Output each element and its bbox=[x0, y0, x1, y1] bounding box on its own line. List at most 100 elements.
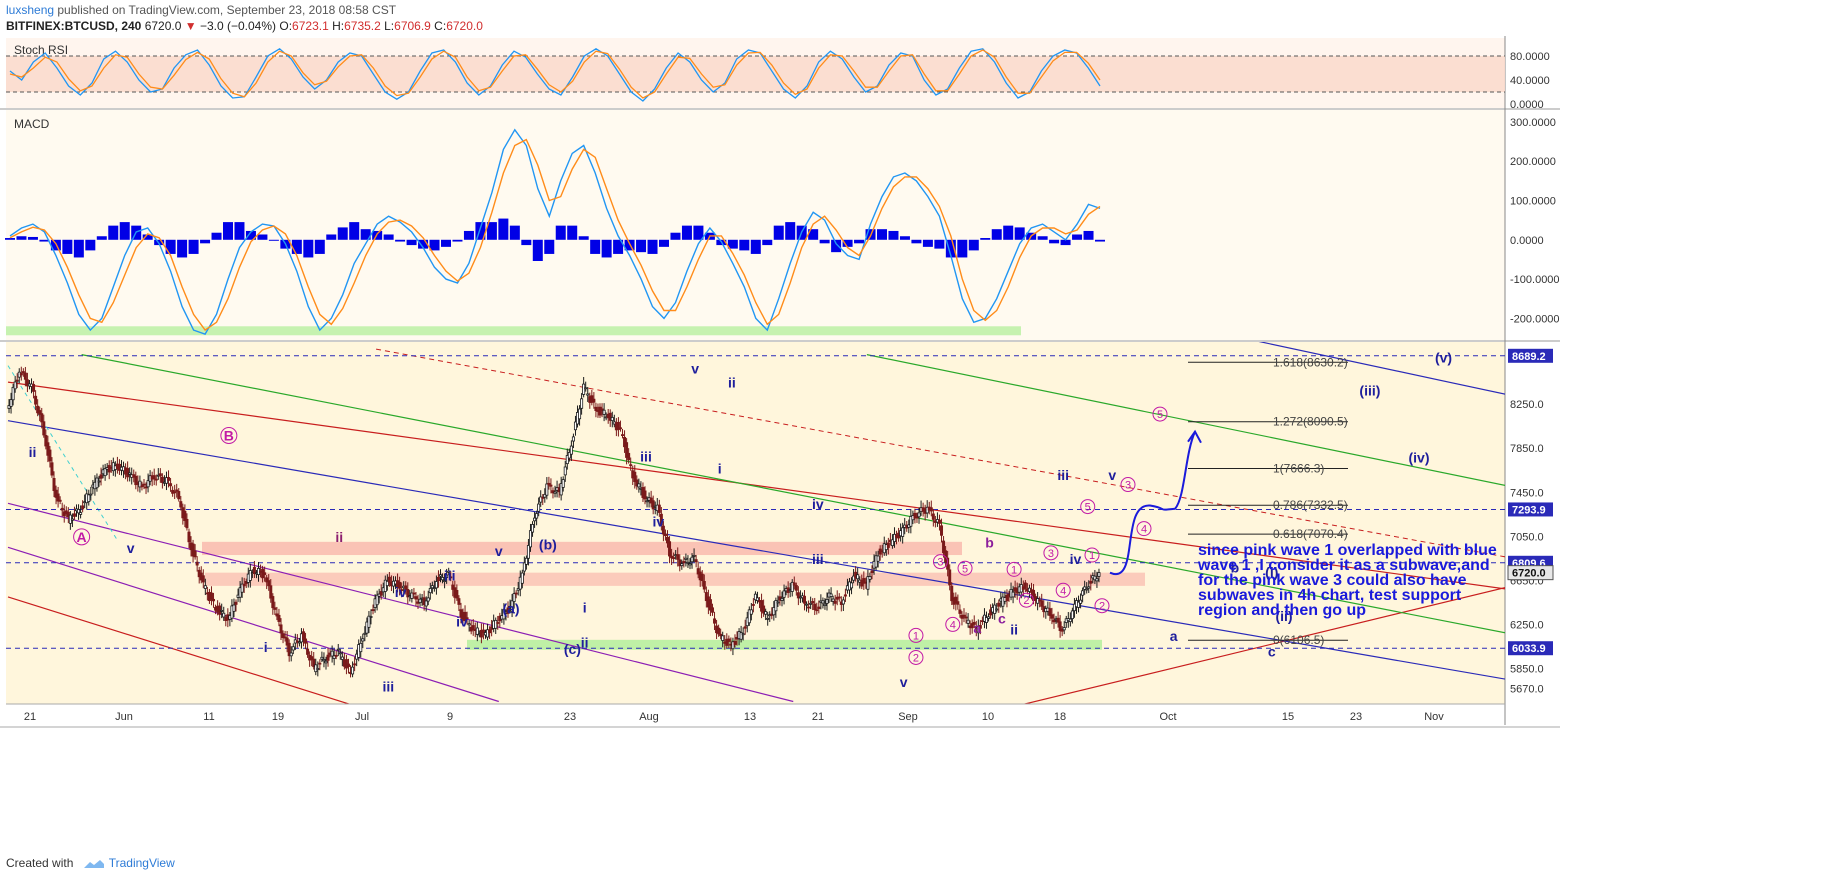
candle-body bbox=[850, 582, 854, 589]
macd-hist-bar bbox=[349, 222, 360, 240]
candle-body bbox=[856, 574, 860, 580]
candle-body bbox=[862, 578, 866, 584]
wave-label: i bbox=[718, 461, 722, 477]
candle-body bbox=[451, 584, 455, 590]
wave-label-text: v bbox=[127, 540, 135, 556]
candle-body bbox=[15, 379, 19, 382]
wave-label-text: (c) bbox=[564, 641, 581, 657]
wave-label: (i) bbox=[1265, 564, 1278, 580]
macd-hist-bar bbox=[291, 239, 302, 254]
wave-label: (a) bbox=[502, 600, 519, 616]
candle-body bbox=[140, 485, 144, 488]
candle-body bbox=[269, 585, 273, 599]
analysis-note-line: wave 1 ,I consider it as a subwave,and bbox=[1197, 557, 1490, 574]
macd-hist-bar bbox=[5, 238, 15, 240]
candle-body bbox=[633, 471, 637, 483]
wave-label: iii bbox=[444, 567, 456, 583]
time-tick: Aug bbox=[639, 711, 659, 723]
footer: Created with TradingView bbox=[6, 856, 175, 870]
pink-wave-label: 5 bbox=[1152, 406, 1168, 422]
price-tick: 5850.0 bbox=[1510, 663, 1544, 675]
pink-wave-label: 1 bbox=[1084, 547, 1100, 563]
support-zone-green bbox=[467, 639, 1102, 650]
author-link[interactable]: luxsheng bbox=[6, 3, 55, 17]
wave-label: iv bbox=[456, 614, 468, 630]
analysis-note-line: region and then go up bbox=[1198, 602, 1366, 619]
time-tick: 19 bbox=[272, 711, 284, 723]
candle-body bbox=[66, 511, 70, 518]
candle-body bbox=[843, 594, 847, 597]
macd-tick: -200.0000 bbox=[1510, 313, 1560, 325]
candle-body bbox=[496, 622, 500, 624]
candle-body bbox=[592, 398, 596, 403]
price-tick: 6250.0 bbox=[1510, 619, 1544, 631]
candle-body bbox=[46, 442, 50, 456]
low-value: 6706.9 bbox=[394, 19, 431, 33]
wave-label: (v) bbox=[1435, 349, 1452, 365]
candle-body bbox=[1070, 610, 1074, 620]
macd-hist-bar bbox=[16, 236, 27, 240]
price-tick: 7850.0 bbox=[1510, 443, 1544, 455]
candle-body bbox=[565, 455, 569, 465]
macd-tick: 100.0000 bbox=[1510, 196, 1556, 208]
macd-hist-bar bbox=[785, 222, 796, 240]
candle-body bbox=[782, 590, 786, 598]
candle-body bbox=[38, 410, 42, 415]
candle-body bbox=[79, 512, 83, 515]
wave-label-text: ii bbox=[29, 444, 37, 460]
analysis-note-line: since pink wave 1 overlapped with blue bbox=[1198, 542, 1497, 559]
candle-body bbox=[134, 475, 138, 486]
wave-circle bbox=[1043, 545, 1059, 561]
candle-body bbox=[361, 638, 365, 642]
candle-body bbox=[1072, 603, 1076, 612]
candle-body bbox=[465, 617, 469, 620]
candle-body bbox=[528, 530, 532, 548]
macd-hist-bar bbox=[819, 239, 830, 244]
wave-circle bbox=[220, 427, 238, 445]
wave-circle bbox=[1094, 598, 1110, 614]
wave-label: b bbox=[1231, 560, 1240, 576]
candle-body bbox=[506, 607, 510, 614]
wave-label: iii bbox=[1057, 467, 1069, 483]
macd-tick: 200.0000 bbox=[1510, 156, 1556, 168]
candle-body bbox=[821, 600, 825, 604]
macd-hist-bar bbox=[670, 232, 681, 240]
tradingview-brand-link[interactable]: TradingView bbox=[108, 856, 175, 870]
macd-hist-bar bbox=[693, 225, 704, 240]
candle-body bbox=[154, 478, 158, 481]
candle-body bbox=[449, 576, 453, 579]
candle-body bbox=[412, 592, 416, 595]
wave-label: (c) bbox=[564, 641, 581, 657]
candle-body bbox=[50, 462, 54, 476]
macd-hist-bar bbox=[1014, 227, 1025, 240]
candle-body bbox=[755, 597, 759, 601]
macd-hist-bar bbox=[234, 222, 245, 240]
candle-body bbox=[520, 572, 524, 584]
candle-body bbox=[743, 626, 747, 629]
wave-label: v bbox=[691, 360, 699, 376]
resistance-zone bbox=[202, 541, 962, 556]
wave-label: v bbox=[127, 540, 135, 556]
candle-body bbox=[439, 574, 443, 577]
wave-circle bbox=[1152, 406, 1168, 422]
macd-hist-bar bbox=[441, 239, 451, 247]
wave-circle bbox=[1136, 521, 1152, 537]
candle-body bbox=[277, 614, 281, 622]
wave-number: 4 bbox=[950, 619, 956, 631]
candle-body bbox=[725, 638, 729, 646]
macd-hist-bar bbox=[911, 239, 922, 244]
candle-body bbox=[625, 442, 629, 458]
candle-body bbox=[13, 381, 17, 390]
high-label: H: bbox=[328, 19, 345, 33]
green-channel-top bbox=[866, 354, 1505, 486]
wave-circle bbox=[1006, 561, 1022, 577]
candle-body bbox=[559, 483, 563, 496]
candle-body bbox=[841, 599, 845, 605]
candle-body bbox=[950, 585, 954, 602]
candle-body bbox=[831, 598, 835, 602]
candle-body bbox=[52, 478, 56, 492]
candle-body bbox=[780, 598, 784, 601]
wave-label-text: b bbox=[985, 534, 994, 550]
candle-body bbox=[285, 637, 289, 646]
